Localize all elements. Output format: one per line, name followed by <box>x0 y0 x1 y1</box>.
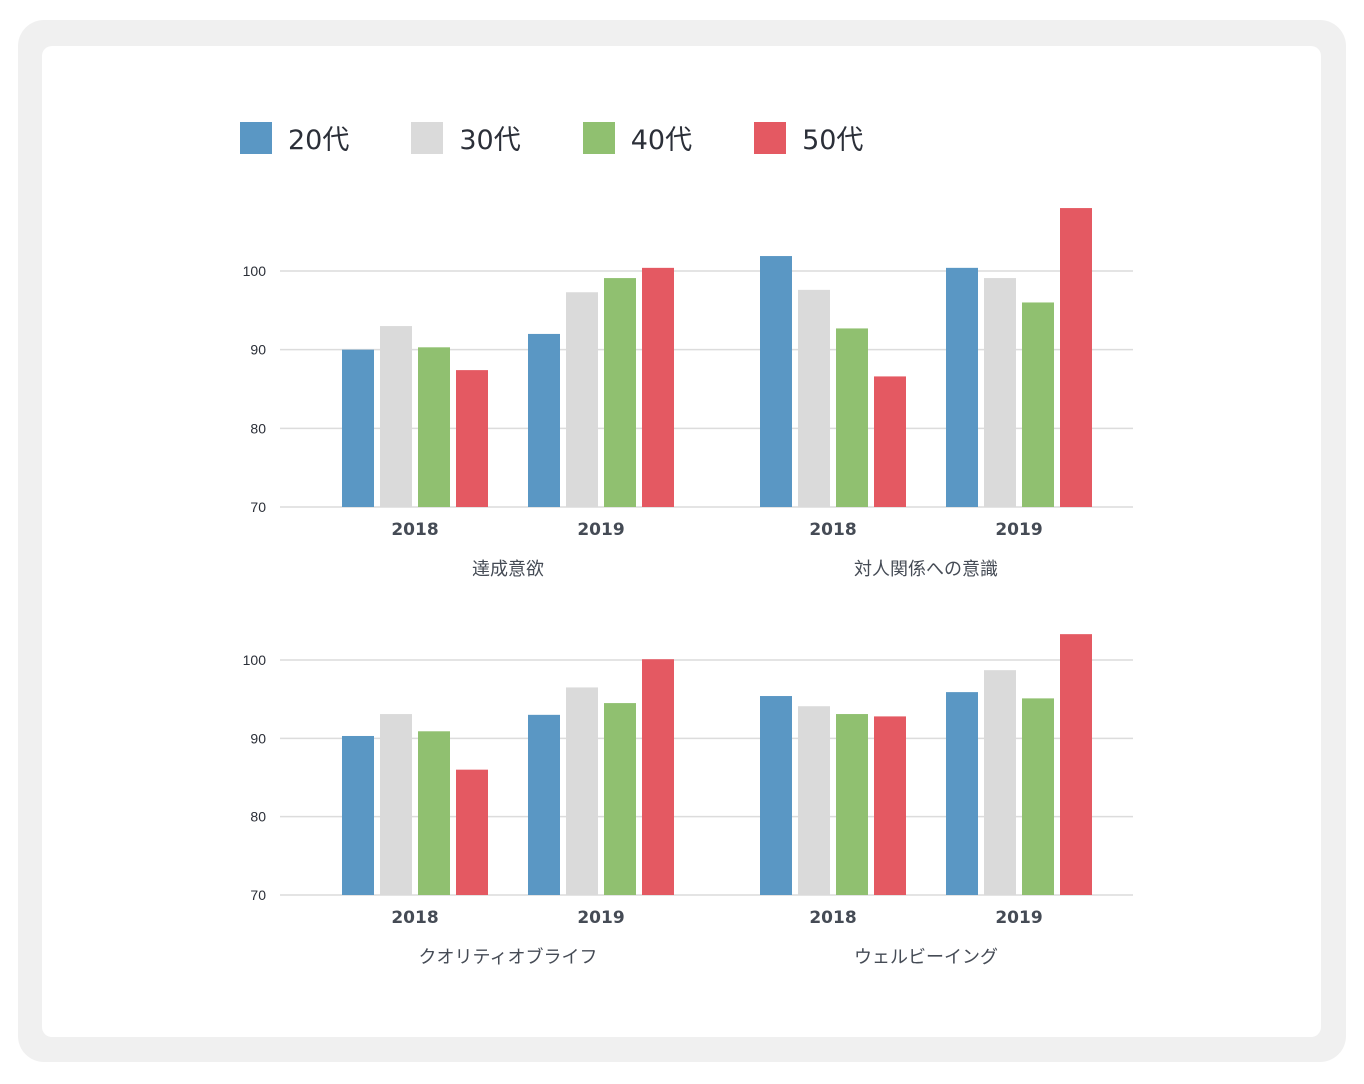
bar-50代-2019 <box>642 267 674 507</box>
y-tick-label: 80 <box>250 420 266 436</box>
y-tick-label: 90 <box>250 342 266 358</box>
legend-swatch <box>582 121 615 154</box>
bar-20代-2018 <box>760 696 792 895</box>
panel-title: クオリティオブライフ <box>419 946 598 968</box>
x-tick-label: 2019 <box>995 520 1042 540</box>
bar-40代-2018 <box>418 731 450 895</box>
bar-50代-2018 <box>456 370 488 507</box>
legend-item-20s: 20代 <box>240 118 349 157</box>
bar-30代-2019 <box>566 687 598 895</box>
x-tick-label: 2019 <box>577 520 624 540</box>
bar-20代-2019 <box>946 267 978 507</box>
legend-swatch <box>411 121 444 154</box>
bar-20代-2019 <box>946 692 978 895</box>
panel-title: 対人関係への意識 <box>854 559 998 580</box>
x-tick-label: 2018 <box>391 908 438 928</box>
y-tick-label: 70 <box>250 887 266 903</box>
legend-item-30s: 30代 <box>411 118 521 157</box>
panel-title: ウェルビーイング <box>854 947 998 968</box>
legend-label: 50代 <box>802 125 864 156</box>
legend-label: 30代 <box>459 125 521 156</box>
bar-20代-2019 <box>528 333 560 507</box>
legend-item-40s: 40代 <box>582 118 693 157</box>
legend-item-50s: 50代 <box>754 118 863 157</box>
panel-title: 達成意欲 <box>472 559 544 580</box>
bar-50代-2019 <box>1060 634 1092 895</box>
bar-30代-2019 <box>984 670 1016 895</box>
bar-50代-2018 <box>874 376 906 507</box>
x-tick-label: 2019 <box>995 908 1042 928</box>
x-tick-label: 2018 <box>391 520 438 540</box>
bar-30代-2018 <box>380 714 412 895</box>
x-tick-label: 2018 <box>809 908 856 928</box>
bar-30代-2019 <box>566 292 598 507</box>
bar-40代-2019 <box>604 703 636 895</box>
bar-30代-2018 <box>798 289 830 507</box>
bar-40代-2019 <box>1022 302 1054 507</box>
bar-50代-2019 <box>1060 208 1092 508</box>
y-tick-label: 90 <box>250 730 266 746</box>
y-tick-label: 100 <box>243 652 267 668</box>
bar-50代-2018 <box>874 716 906 895</box>
legend-swatch <box>240 121 272 154</box>
legend-label: 40代 <box>630 125 693 156</box>
bar-30代-2018 <box>380 326 412 507</box>
legend: 20代 30代 40代 50代 <box>240 118 925 157</box>
x-tick-label: 2019 <box>577 908 624 928</box>
chart-card <box>42 46 1321 1037</box>
x-tick-label: 2018 <box>809 520 856 540</box>
y-tick-label: 70 <box>250 499 266 515</box>
legend-label: 20代 <box>288 125 350 156</box>
bar-40代-2019 <box>604 278 636 507</box>
y-tick-label: 100 <box>243 263 267 279</box>
bar-20代-2018 <box>342 349 374 507</box>
bar-20代-2019 <box>528 714 560 895</box>
bar-20代-2018 <box>760 256 792 507</box>
bar-40代-2018 <box>836 328 868 507</box>
bar-20代-2018 <box>342 735 374 895</box>
bar-40代-2018 <box>418 347 450 507</box>
y-tick-label: 80 <box>250 809 266 825</box>
bar-30代-2018 <box>798 706 830 895</box>
bar-40代-2019 <box>1022 698 1054 895</box>
bar-40代-2018 <box>836 714 868 895</box>
legend-swatch <box>754 121 787 154</box>
bar-30代-2019 <box>984 278 1016 507</box>
bar-50代-2019 <box>642 659 674 895</box>
bar-50代-2018 <box>456 769 488 895</box>
